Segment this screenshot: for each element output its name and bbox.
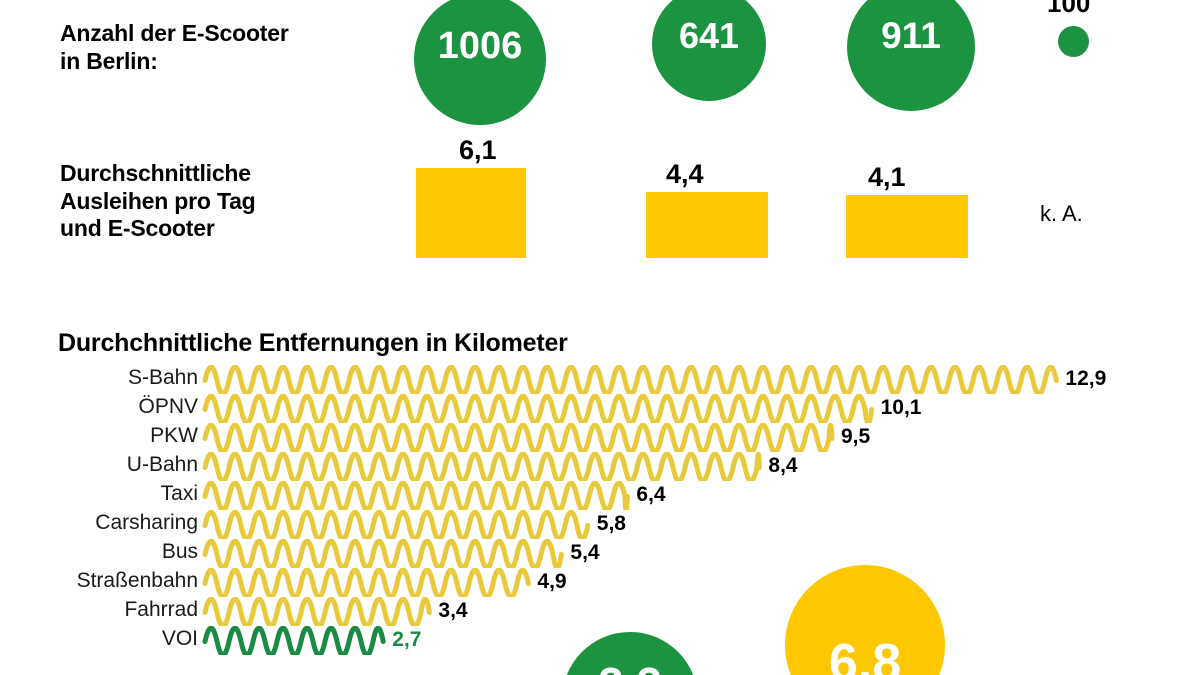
avg-rentals-no-data-label: k. A.	[1040, 201, 1083, 226]
wave-row-value-s-bahn: 12,9	[1065, 367, 1107, 390]
wave-row-label-voi: VOI	[161, 627, 198, 650]
wave-row-value-fahrrad: 3,4	[438, 599, 468, 622]
wave-row-label-pkw: PKW	[150, 424, 198, 447]
scooter-count-bubble-100-value: 100	[1047, 0, 1091, 18]
avg-rentals-label-line1: Durchschnittliche	[60, 160, 251, 186]
scooter-count-label-line2: in Berlin:	[60, 47, 158, 74]
bubble-641-value: 641	[678, 14, 740, 56]
wave-bar-pkw	[202, 423, 835, 452]
wave-row-label-stra-enbahn: Straßenbahn	[76, 569, 198, 592]
avg-rentals-bar-61-value: 6,1	[459, 135, 497, 165]
wave-bar-stra-enbahn	[202, 568, 531, 597]
wave-row-value--pnv: 10,1	[880, 396, 922, 419]
distances-wave-chart: S-Bahn 12,9 ÖPNV 10,1 PKW 9,5 U-Bahn 8,4 Taxi 6,4…	[0, 365, 1200, 675]
wave-bar-voi	[202, 626, 386, 655]
scooter-count-row-label: Anzahl der E-Scooter in Berlin:	[60, 20, 390, 75]
wave-row-value-u-bahn: 8,4	[768, 454, 798, 477]
avg-rentals-bar-61	[416, 168, 526, 258]
wave-bar-s-bahn	[202, 365, 1059, 394]
wave-bar-fahrrad	[202, 597, 432, 626]
wave-row-label-taxi: Taxi	[160, 482, 198, 505]
avg-rentals-bar-41-value: 4,1	[868, 162, 906, 192]
avg-rentals-row-label: Durchschnittliche Ausleihen pro Tag und …	[60, 160, 400, 243]
wave-row: Bus 5,4	[0, 539, 1200, 568]
bubble-911-value: 911	[881, 14, 941, 56]
wave-bar-carsharing	[202, 510, 591, 539]
wave-row-label--pnv: ÖPNV	[138, 395, 198, 418]
scooter-count-bubble-911: 911	[847, 0, 975, 111]
wave-row: S-Bahn 12,9	[0, 365, 1200, 394]
wave-row-label-s-bahn: S-Bahn	[127, 366, 198, 389]
wave-row-value-carsharing: 5,8	[596, 512, 626, 535]
scooter-count-bubble-641: 641	[652, 0, 766, 101]
wave-row-value-pkw: 9,5	[841, 425, 871, 448]
wave-row: ÖPNV 10,1	[0, 394, 1200, 423]
wave-row-value-bus: 5,4	[570, 541, 600, 564]
avg-rentals-bar-41	[846, 195, 968, 258]
wave-row-label-bus: Bus	[161, 540, 198, 563]
bubble-1006-value: 1006	[437, 25, 523, 67]
distances-chart-title: Durchchnittliche Entfernungen in Kilomet…	[58, 329, 568, 357]
wave-row-value-stra-enbahn: 4,9	[537, 570, 567, 593]
wave-row: Straßenbahn 4,9	[0, 568, 1200, 597]
avg-rentals-label-line2: Ausleihen pro Tag	[60, 187, 256, 214]
wave-row: Carsharing 5,8	[0, 510, 1200, 539]
wave-row: Fahrrad 3,4	[0, 597, 1200, 626]
wave-bar-taxi	[202, 481, 630, 510]
wave-row-value-voi: 2,7	[392, 628, 422, 651]
avg-rentals-bar-44-value: 4,4	[666, 159, 704, 189]
scooter-count-label-line1: Anzahl der E-Scooter	[60, 20, 289, 46]
wave-row: U-Bahn 8,4	[0, 452, 1200, 481]
scooter-count-bubble-100	[1058, 26, 1089, 57]
scooter-count-bubble-1006: 1006	[414, 0, 546, 125]
avg-rentals-label-line3: und E-Scooter	[60, 215, 215, 242]
wave-bar--pnv	[202, 394, 875, 423]
wave-row-label-fahrrad: Fahrrad	[124, 598, 198, 621]
wave-bar-u-bahn	[202, 452, 762, 481]
avg-rentals-bar-44	[646, 192, 768, 258]
wave-row: PKW 9,5	[0, 423, 1200, 452]
wave-row-value-taxi: 6,4	[636, 483, 666, 506]
wave-bar-bus	[202, 539, 564, 568]
wave-row: Taxi 6,4	[0, 481, 1200, 510]
wave-row-label-u-bahn: U-Bahn	[126, 453, 198, 476]
wave-row: VOI 2,7	[0, 626, 1200, 655]
wave-row-label-carsharing: Carsharing	[95, 511, 198, 534]
